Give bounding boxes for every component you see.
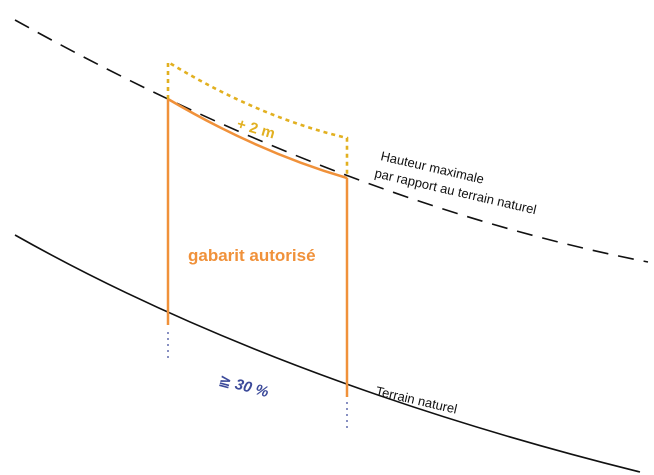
gabarit-envelope [166,97,349,397]
terrain-label: Terrain naturel [374,383,458,416]
gabarit-roof-curve [167,97,348,180]
terrain-curve [14,234,641,473]
gabarit-label: gabarit autorisé [188,246,316,265]
extra-allowance [166,59,349,178]
extra-allowance-outline [166,59,349,178]
max-height-dashed-curve [14,19,649,263]
slope-label: ≧ 30 % [217,371,271,401]
